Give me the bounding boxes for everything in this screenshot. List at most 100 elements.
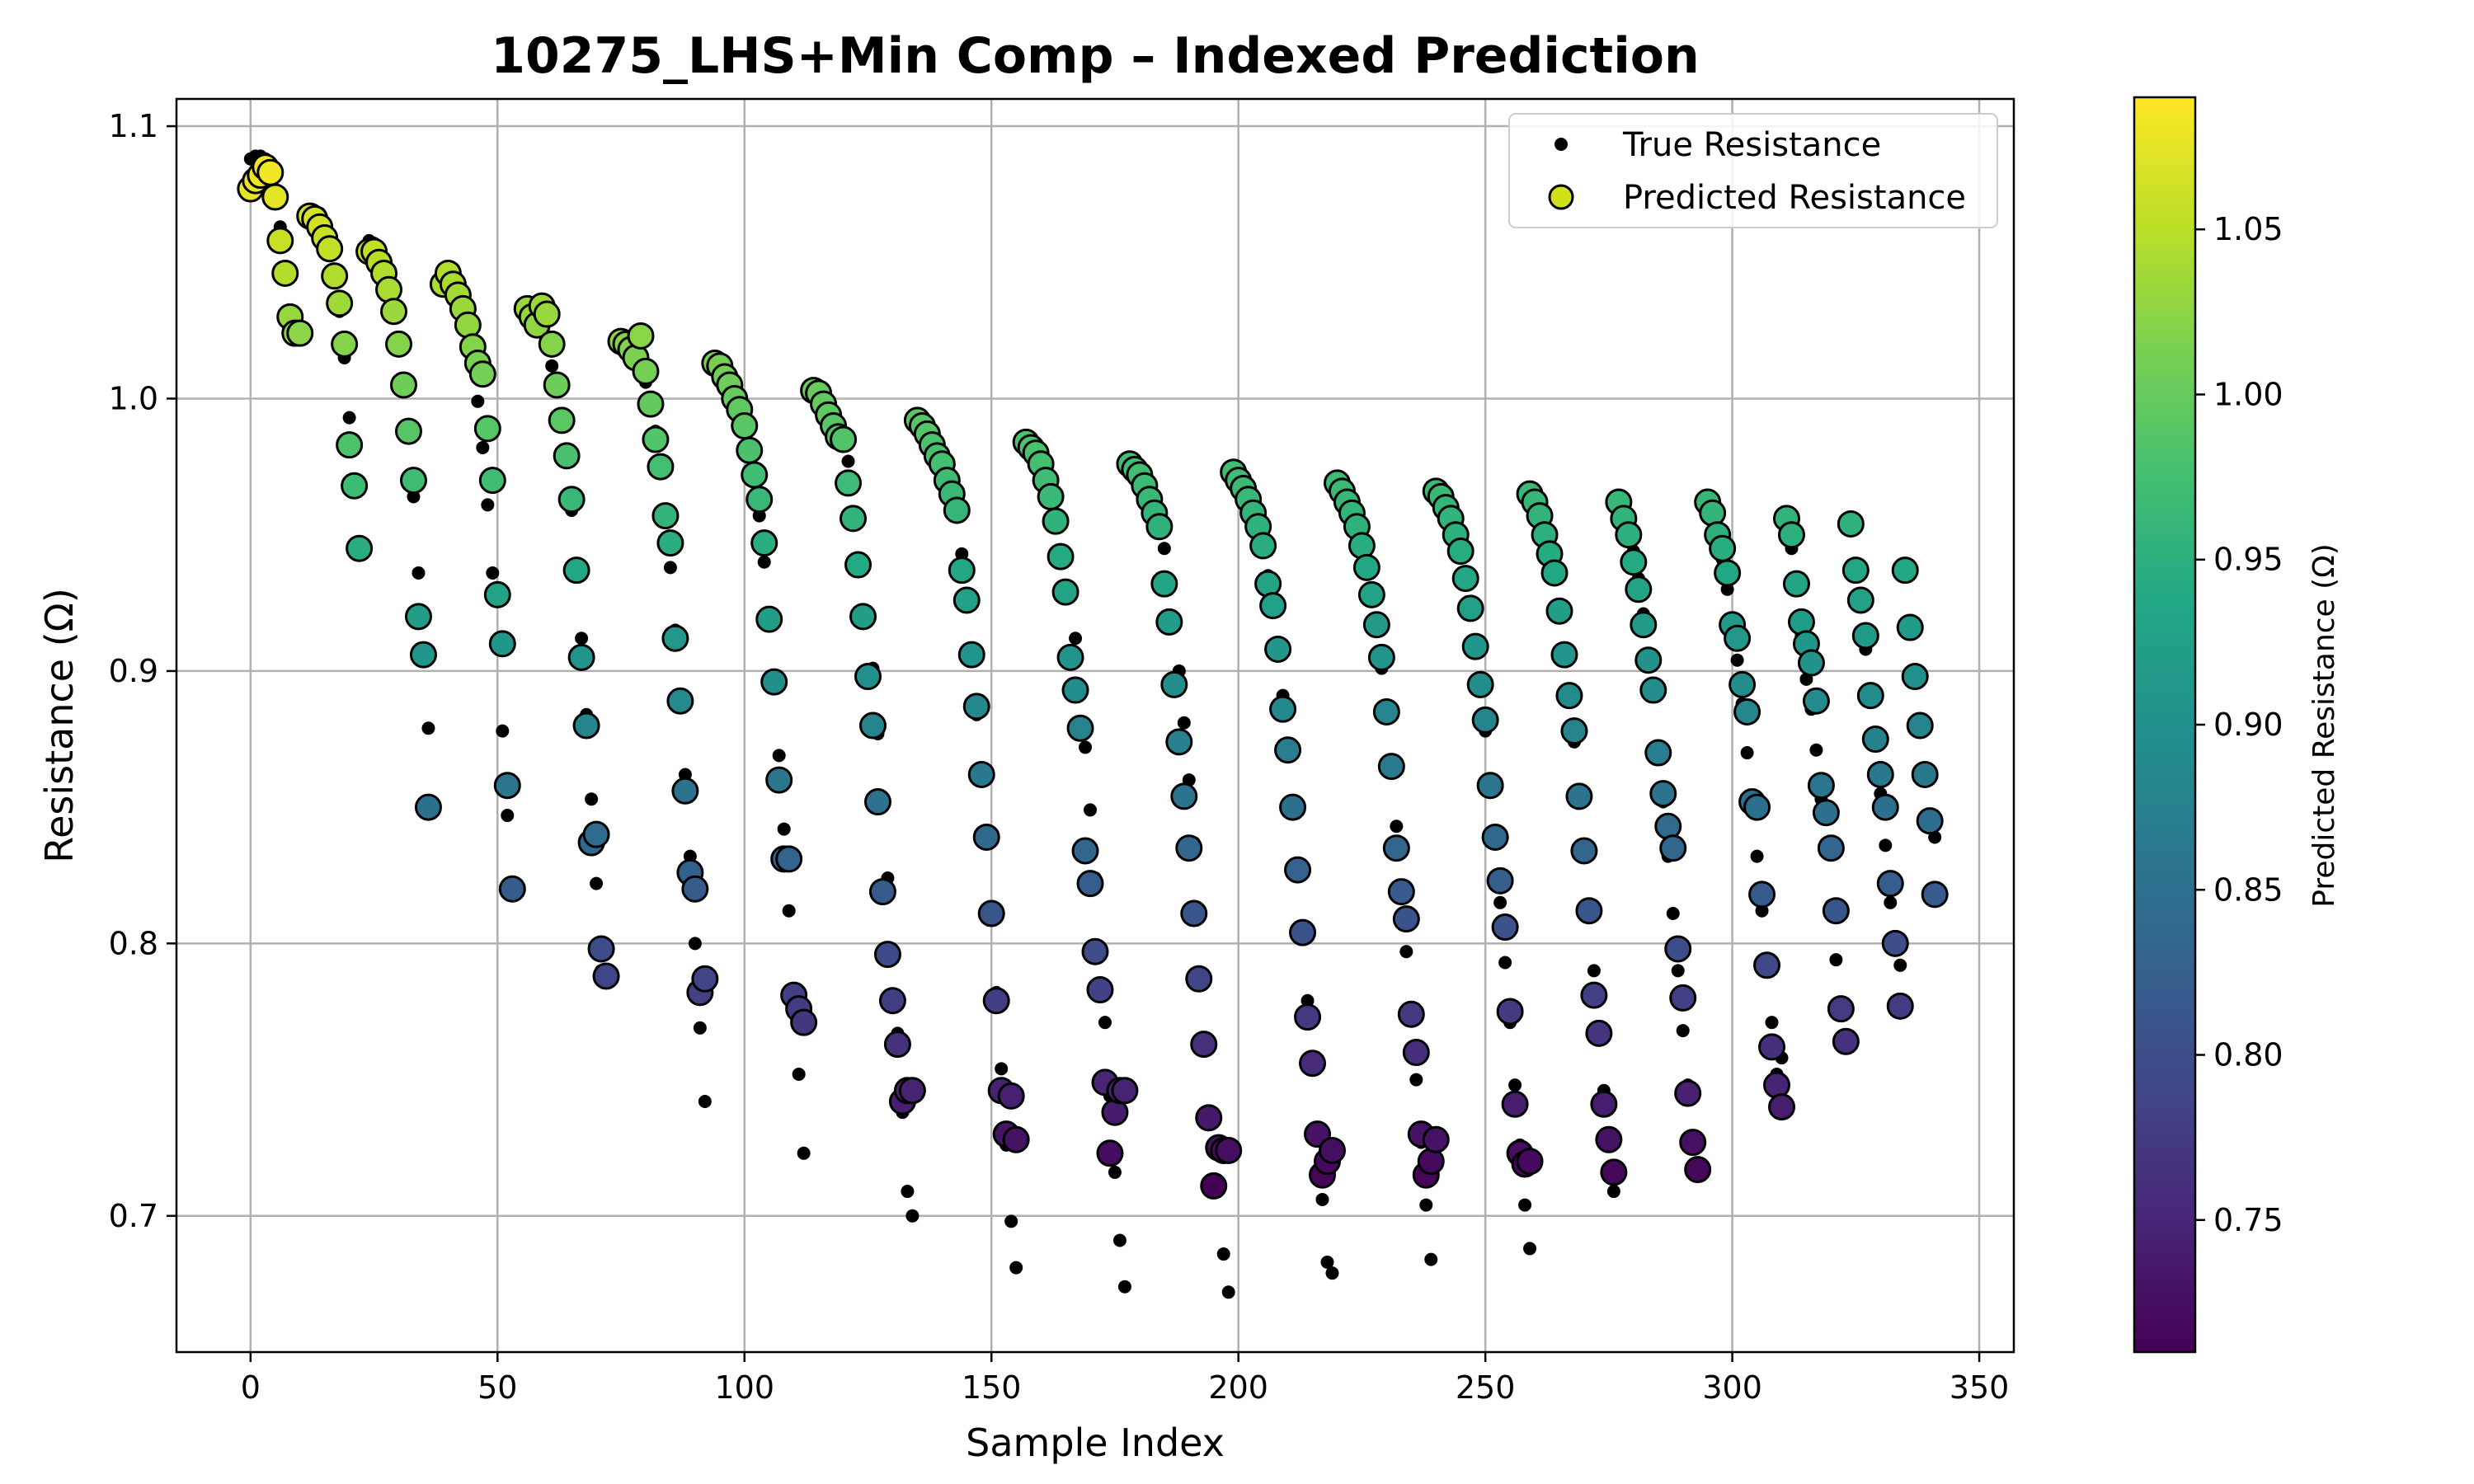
colorbar-tick-label: 1.00 bbox=[2213, 376, 2284, 412]
predicted-resistance-point bbox=[1215, 1136, 1243, 1164]
true-resistance-point bbox=[792, 1067, 806, 1081]
predicted-resistance-point bbox=[1896, 613, 1924, 641]
predicted-resistance-point bbox=[261, 183, 289, 211]
predicted-resistance-point bbox=[1817, 834, 1845, 862]
predicted-resistance-point bbox=[1644, 739, 1672, 767]
predicted-resistance-point bbox=[1042, 507, 1070, 535]
predicted-resistance-point bbox=[567, 643, 595, 671]
y-axis-ticks: 0.7 0.8 0.9 1.0 1.1 bbox=[109, 108, 176, 1234]
true-resistance-point bbox=[1315, 1192, 1329, 1206]
predicted-resistance-point bbox=[1185, 965, 1213, 993]
true-resistance-point bbox=[1409, 1073, 1423, 1087]
predicted-resistance-point bbox=[1150, 570, 1178, 598]
predicted-resistance-point bbox=[883, 1031, 911, 1059]
predicted-resistance-point bbox=[1797, 649, 1825, 677]
predicted-resistance-point bbox=[321, 262, 349, 290]
predicted-resistance-point bbox=[1906, 711, 1934, 740]
predicted-resistance-point bbox=[1175, 834, 1203, 862]
predicted-resistance-point bbox=[1659, 834, 1687, 862]
predicted-resistance-point bbox=[271, 259, 299, 287]
predicted-resistance-point bbox=[858, 711, 887, 740]
predicted-resistance-point bbox=[863, 788, 891, 816]
predicted-resistance-point bbox=[1501, 1090, 1529, 1118]
legend-box bbox=[1508, 113, 1998, 228]
predicted-resistance-point bbox=[341, 472, 369, 500]
true-resistance-point bbox=[1676, 1024, 1690, 1038]
predicted-resistance-point bbox=[1357, 580, 1385, 608]
predicted-resistance-point bbox=[1254, 570, 1282, 598]
predicted-resistance-point bbox=[661, 624, 689, 652]
predicted-resistance-point bbox=[1669, 984, 1697, 1012]
predicted-resistance-point bbox=[1812, 799, 1840, 827]
x-tick-label: 300 bbox=[1702, 1369, 1762, 1406]
true-resistance-point bbox=[412, 566, 426, 580]
predicted-resistance-point bbox=[1753, 951, 1781, 979]
predicted-resistance-point bbox=[760, 668, 788, 696]
predicted-resistance-point bbox=[1590, 1090, 1618, 1118]
predicted-resistance-point bbox=[1733, 697, 1761, 726]
predicted-resistance-point bbox=[651, 502, 680, 530]
true-resistance-point bbox=[1009, 1261, 1023, 1275]
colorbar-tick-label: 0.75 bbox=[2213, 1202, 2284, 1238]
predicted-resistance-point bbox=[1832, 1027, 1860, 1055]
predicted-resistance-point bbox=[1456, 594, 1484, 622]
predicted-resistance-point bbox=[1639, 676, 1667, 704]
predicted-resistance-point bbox=[878, 987, 906, 1015]
predicted-resistance-point bbox=[316, 235, 344, 263]
predicted-resistance-point bbox=[1545, 597, 1573, 625]
true-resistance-point bbox=[797, 1146, 811, 1160]
predicted-resistance-point bbox=[409, 641, 437, 669]
predicted-resistance-point bbox=[840, 505, 868, 533]
x-axis-label: Sample Index bbox=[966, 1421, 1225, 1465]
predicted-resistance-point bbox=[967, 760, 995, 788]
predicted-resistance-point bbox=[587, 935, 615, 963]
predicted-resistance-point bbox=[1496, 998, 1524, 1026]
true-resistance-point bbox=[841, 454, 855, 468]
predicted-resistance-point bbox=[972, 823, 1000, 851]
predicted-resistance-point bbox=[1051, 578, 1079, 606]
true-resistance-point bbox=[1112, 1233, 1126, 1247]
predicted-resistance-point bbox=[1476, 772, 1504, 800]
predicted-resistance-point bbox=[854, 663, 882, 691]
predicted-resistance-point bbox=[553, 442, 581, 470]
true-resistance-point bbox=[1157, 542, 1171, 556]
true-resistance-point bbox=[342, 411, 356, 425]
true-resistance-point bbox=[1320, 1255, 1334, 1269]
legend: True Resistance Predicted Resistance bbox=[1508, 113, 1998, 228]
predicted-resistance-point bbox=[1269, 695, 1297, 723]
colorbar-tick-label: 0.90 bbox=[2213, 707, 2284, 743]
predicted-resistance-point bbox=[642, 425, 670, 453]
predicted-resistance-point bbox=[1155, 608, 1183, 636]
predicted-resistance-point bbox=[1724, 624, 1752, 652]
predicted-resistance-point bbox=[982, 987, 1010, 1015]
predicted-resistance-point bbox=[1871, 793, 1899, 821]
legend-predicted-marker bbox=[1548, 184, 1574, 210]
x-axis-ticks: 0 50 100 150 200 250 300 350 bbox=[241, 1352, 2009, 1406]
true-resistance-point bbox=[590, 876, 604, 890]
predicted-resistance-point bbox=[1387, 878, 1415, 906]
predicted-resistance-point bbox=[1782, 570, 1810, 598]
true-resistance-point bbox=[1221, 1285, 1235, 1299]
predicted-resistance-point bbox=[1714, 559, 1742, 587]
true-resistance-point bbox=[1606, 1185, 1620, 1199]
predicted-resistance-point bbox=[468, 360, 496, 388]
predicted-resistance-point bbox=[627, 322, 655, 350]
predicted-resistance-point bbox=[835, 469, 863, 497]
predicted-resistance-point bbox=[1856, 682, 1884, 710]
predicted-resistance-point bbox=[1822, 897, 1850, 925]
true-resistance-point bbox=[481, 498, 495, 512]
true-resistance-point bbox=[782, 904, 796, 918]
predicted-resistance-point bbox=[1866, 760, 1894, 788]
predicted-resistance-point bbox=[572, 711, 600, 740]
colorbar: 0.75 0.80 0.85 0.90 0.95 1.00 1.05 Predicted R… bbox=[2133, 96, 2341, 1354]
predicted-resistance-point bbox=[1654, 812, 1682, 840]
legend-true-label: True Resistance bbox=[1622, 126, 1881, 164]
predicted-resistance-point bbox=[1289, 918, 1317, 946]
true-resistance-point bbox=[1893, 958, 1907, 972]
colorbar-tick-label: 0.95 bbox=[2213, 542, 2284, 578]
predicted-resistance-point bbox=[1486, 866, 1514, 895]
predicted-resistance-point bbox=[1664, 935, 1692, 963]
predicted-resistance-point bbox=[498, 875, 526, 903]
predicted-resistance-point bbox=[256, 158, 285, 186]
